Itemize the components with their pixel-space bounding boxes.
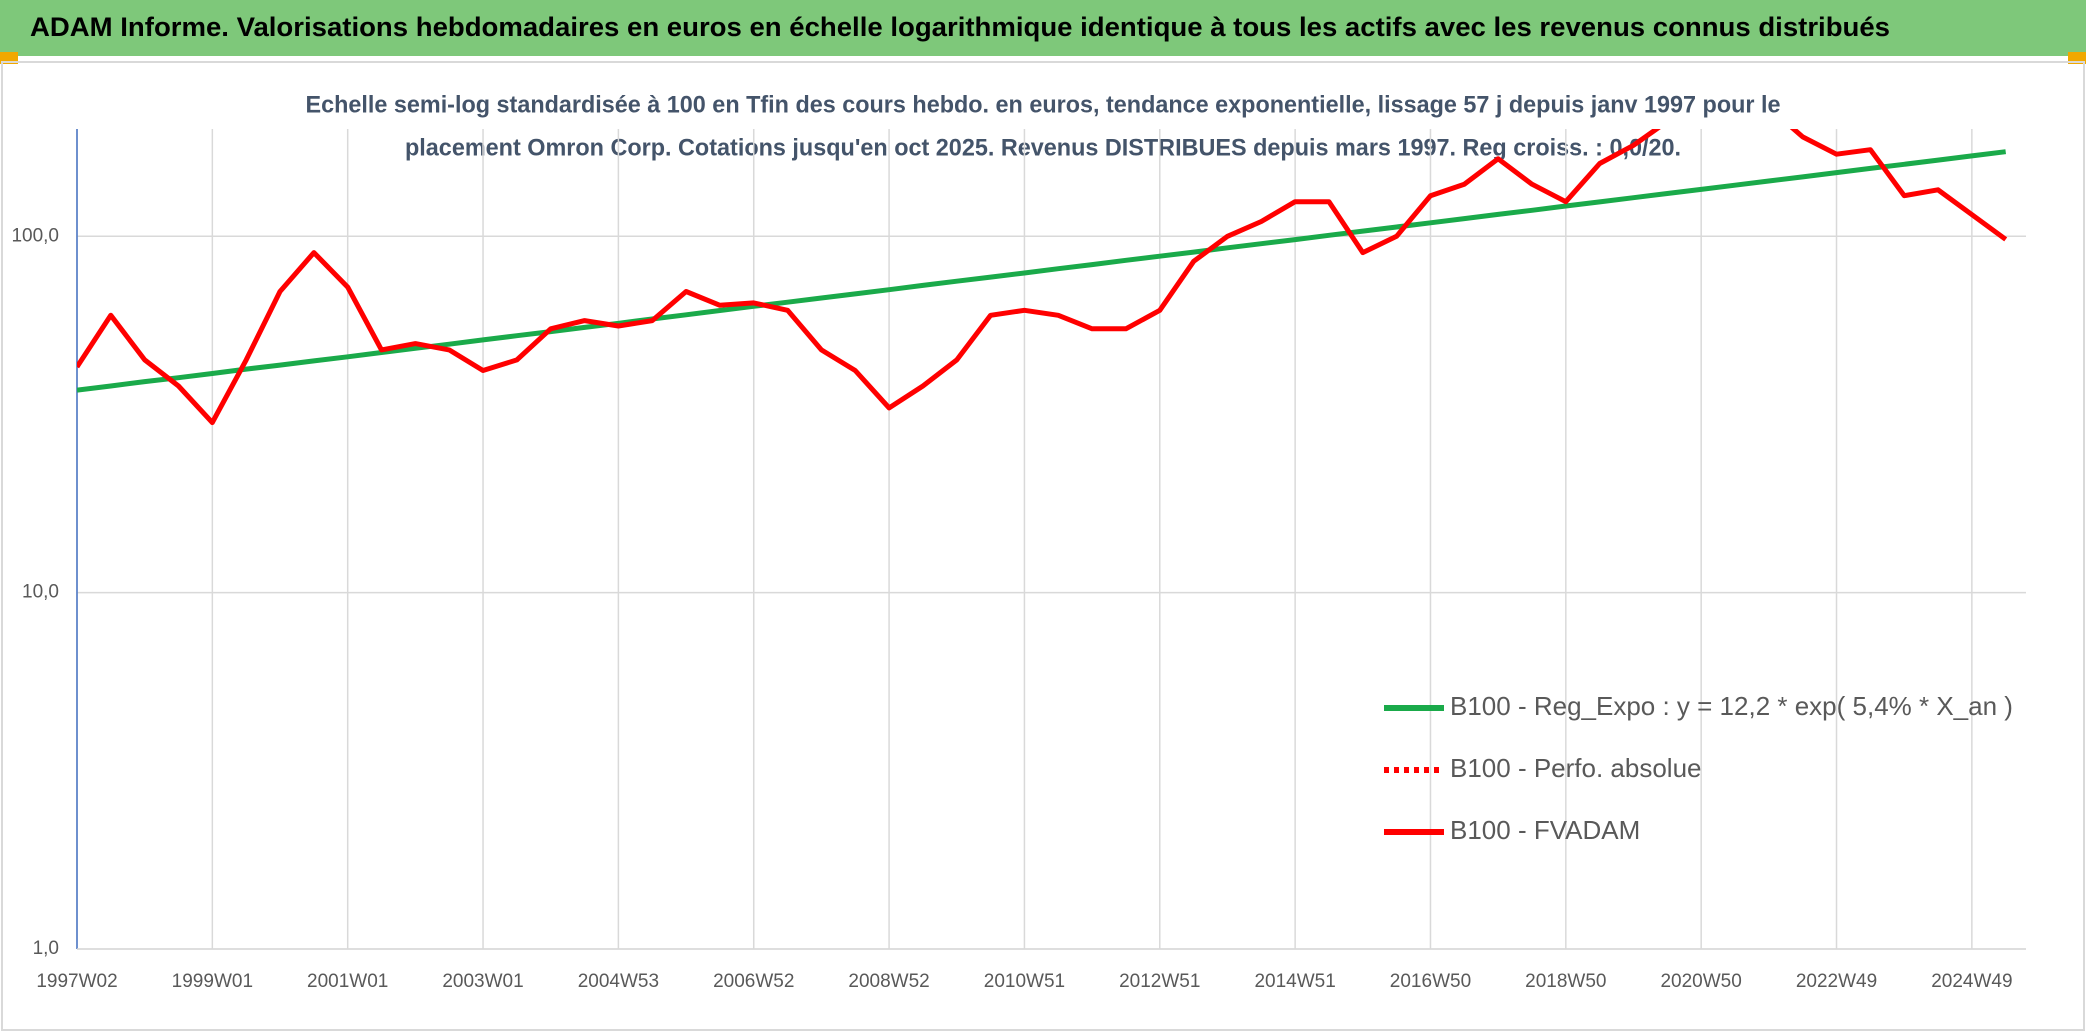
chart-title: placement Omron Corp. Cotations jusqu'en… — [405, 134, 1681, 161]
frame — [1, 61, 2085, 1031]
x-tick-label: 2006W52 — [713, 971, 794, 992]
x-tick-label: 2010W51 — [984, 971, 1065, 992]
x-tick-label: 2024W49 — [1931, 971, 2012, 992]
x-tick-label: 1999W01 — [172, 971, 253, 992]
header-title: ADAM Informe. Valorisations hebdomadaire… — [30, 12, 1890, 42]
x-tick-label: 2020W50 — [1660, 971, 1741, 992]
series-line — [77, 149, 2007, 393]
y-tick-label: 100,0 — [11, 225, 59, 246]
x-tick-label: 2018W50 — [1525, 971, 1606, 992]
x-tick-label: 2022W49 — [1796, 971, 1877, 992]
x-tick-label: 2004W53 — [578, 971, 659, 992]
y-tick-label: 10,0 — [22, 582, 59, 603]
y-tick-label: 1,0 — [33, 938, 59, 959]
series-line — [77, 129, 2008, 426]
header-bar — [0, 0, 2086, 56]
legend-label: B100 - Perfo. absolue — [1450, 753, 1702, 783]
chart-title: Echelle semi-log standardisée à 100 en T… — [306, 91, 1781, 118]
x-tick-label: 2008W52 — [848, 971, 929, 992]
legend-label: B100 - Reg_Expo : y = 12,2 * exp( 5,4% *… — [1450, 691, 2013, 721]
x-tick-label: 2001W01 — [307, 971, 388, 992]
x-tick-label: 2012W51 — [1119, 971, 1200, 992]
x-tick-label: 2016W50 — [1390, 971, 1471, 992]
x-tick-label: 1997W02 — [36, 971, 117, 992]
legend-label: B100 - FVADAM — [1450, 815, 1640, 845]
x-tick-label: 2014W51 — [1254, 971, 1335, 992]
x-tick-label: 2003W01 — [442, 971, 523, 992]
plot-area — [77, 129, 2008, 426]
